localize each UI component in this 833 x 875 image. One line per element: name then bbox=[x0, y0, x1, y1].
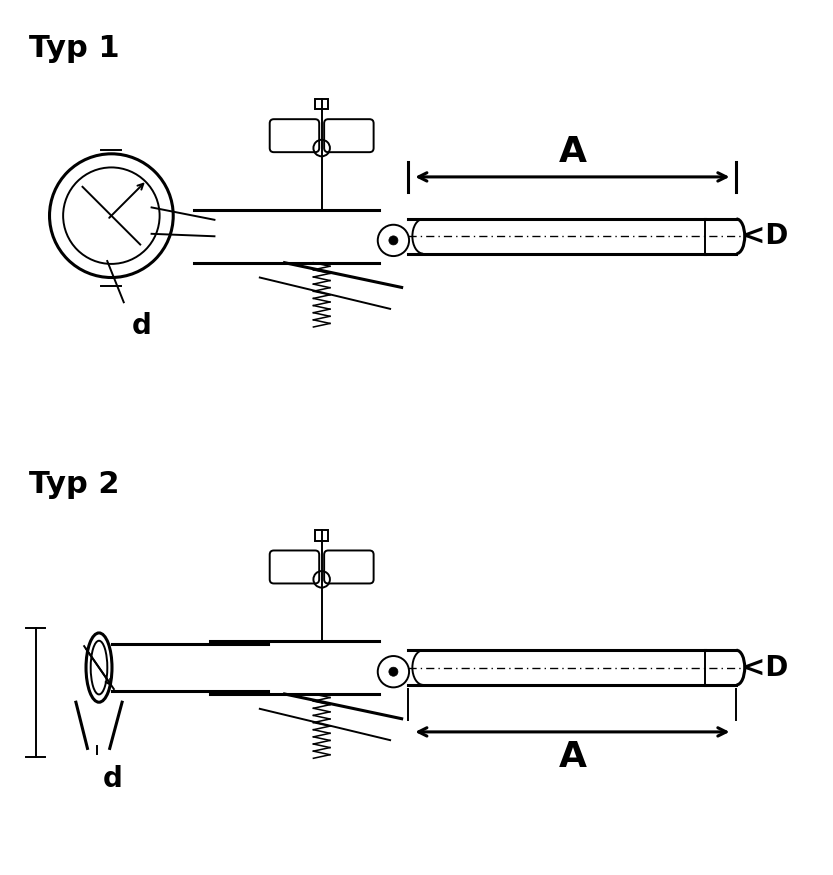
Text: d: d bbox=[103, 765, 123, 793]
Bar bbox=[316, 99, 328, 109]
Circle shape bbox=[389, 236, 398, 245]
Text: Typ 1: Typ 1 bbox=[29, 34, 119, 63]
Text: d: d bbox=[132, 312, 152, 340]
Text: <D: <D bbox=[742, 222, 789, 250]
Text: A: A bbox=[558, 135, 586, 169]
Text: Typ 2: Typ 2 bbox=[29, 470, 119, 499]
Bar bbox=[316, 530, 328, 541]
Circle shape bbox=[389, 667, 398, 676]
Text: <D: <D bbox=[742, 654, 789, 682]
Text: A: A bbox=[558, 740, 586, 774]
